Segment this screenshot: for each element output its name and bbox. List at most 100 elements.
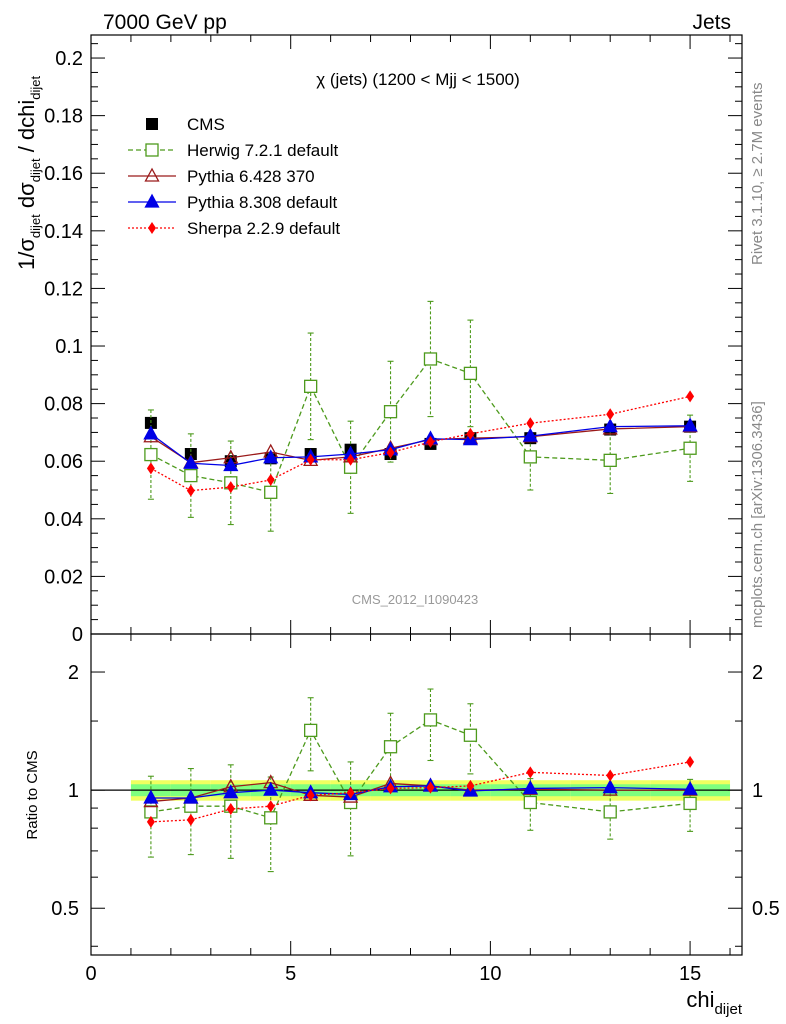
- data-point: [683, 796, 697, 811]
- data-point: [386, 446, 395, 459]
- data-point: [383, 740, 398, 754]
- series-line: [150, 719, 691, 819]
- data-point: [423, 352, 438, 366]
- ratio-panel: 0 5 10 15 0.5 0.5 1 1 2 2 Ratio to CMS chidijet: [24, 633, 780, 1018]
- series-sherpa-2-2-9-default: [146, 390, 695, 497]
- legend: CMS Herwig 7.2.1 default Pythia 6.428 370 P…: [128, 115, 340, 238]
- data-point: [682, 417, 698, 432]
- data-point: [144, 447, 158, 462]
- ratio-axis-ticks: 0 5 10 15 0.5 0.5 1 1 2 2: [51, 634, 780, 985]
- main-series: [143, 300, 698, 532]
- data-point: [226, 481, 235, 494]
- legend-label: Pythia 8.308 default: [187, 193, 338, 212]
- data-point: [306, 453, 315, 466]
- data-point: [602, 779, 618, 794]
- data-point: [602, 418, 618, 433]
- series-herwig-7-2-1-default: [144, 300, 697, 532]
- series-line: [150, 426, 691, 464]
- data-point: [346, 453, 355, 466]
- y-tick-label: 0.2: [55, 48, 83, 70]
- legend-label: CMS: [187, 115, 225, 134]
- x-axis-label: chidijet: [686, 987, 742, 1018]
- data-point: [184, 468, 198, 483]
- main-y-axis-label: 1/σdijet dσdijet / dchidijet: [14, 75, 43, 270]
- main-watermark: CMS_2012_I1090423: [352, 592, 479, 607]
- data-point: [183, 454, 199, 469]
- series-line: [150, 761, 691, 823]
- series-sherpa-2-2-9-default: [146, 755, 695, 828]
- data-point: [526, 766, 535, 779]
- side-label-rivet: Rivet 3.1.10, ≥ 2.7M events: [749, 83, 766, 266]
- ratio-series: [143, 688, 698, 873]
- ratio-y-axis-label: Ratio to CMS: [24, 750, 41, 839]
- ratio-tick-label: 0.5: [51, 898, 79, 920]
- data-point: [526, 417, 535, 430]
- legend-label: Pythia 6.428 370: [187, 167, 315, 186]
- data-point: [603, 453, 617, 467]
- y-tick-label: 0: [72, 624, 83, 646]
- data-point: [463, 728, 478, 742]
- ratio-tick-label: 1: [68, 780, 79, 802]
- y-tick-label: 0.06: [44, 451, 83, 473]
- y-tick-label: 0.1: [55, 336, 83, 358]
- legend-item: Pythia 8.308 default: [128, 193, 338, 212]
- legend-label: Herwig 7.2.1 default: [187, 141, 338, 160]
- data-point: [606, 408, 615, 421]
- data-point: [143, 425, 159, 440]
- data-point: [146, 815, 155, 828]
- data-point: [466, 427, 475, 440]
- data-point: [264, 811, 278, 825]
- data-point: [266, 800, 275, 813]
- data-point: [186, 813, 195, 826]
- data-point: [186, 484, 195, 497]
- legend-item: Pythia 6.428 370: [128, 167, 315, 186]
- ratio-frame: [90, 633, 743, 956]
- y-tick-label: 0.16: [44, 163, 83, 185]
- y-tick-label: 0.12: [44, 278, 83, 300]
- ratio-tick-label-right: 1: [752, 780, 763, 802]
- legend-item: CMS: [146, 115, 225, 134]
- data-point: [682, 780, 698, 795]
- ratio-tick-label-right: 0.5: [752, 898, 780, 920]
- data-point: [603, 805, 617, 819]
- series-herwig-7-2-1-default: [144, 688, 697, 873]
- main-axis-ticks: 0 0.02 0.04 0.06 0.08 0.1 0.12 0.14 0.16 0.18 0.2: [44, 35, 742, 646]
- data-point: [686, 755, 695, 768]
- y-tick-label: 0.02: [44, 566, 83, 588]
- series-line: [150, 425, 691, 467]
- legend-marker: [146, 118, 158, 130]
- legend-item: Herwig 7.2.1 default: [128, 141, 338, 160]
- data-point: [304, 723, 318, 738]
- legend-item: Sherpa 2.2.9 default: [128, 219, 340, 238]
- data-point: [606, 769, 615, 782]
- x-tick-label: 0: [85, 963, 96, 985]
- data-point: [426, 781, 435, 794]
- legend-marker: [148, 222, 156, 234]
- data-point: [146, 462, 155, 475]
- data-point: [686, 390, 695, 403]
- legend-marker: [144, 193, 160, 208]
- ratio-tick-label: 2: [68, 662, 79, 684]
- ratio-tick-label-right: 2: [752, 662, 763, 684]
- legend-marker: [145, 143, 159, 157]
- data-point: [426, 435, 435, 448]
- data-point: [304, 379, 318, 393]
- data-point: [466, 779, 475, 792]
- data-point: [346, 786, 355, 799]
- y-tick-label: 0.04: [44, 509, 83, 531]
- main-panel: 00.020.040.060.080.10.120.140.160.180.2 …: [14, 34, 743, 646]
- header-process-label: Jets: [692, 11, 731, 34]
- side-label-mcplots: mcplots.cern.ch [arXiv:1306.3436]: [749, 401, 766, 628]
- legend-label: Sherpa 2.2.9 default: [187, 219, 340, 238]
- data-point: [183, 789, 199, 804]
- legend-marker: [144, 167, 160, 182]
- data-point: [226, 803, 235, 816]
- data-point: [264, 485, 278, 499]
- data-point: [463, 366, 478, 381]
- data-point: [306, 789, 315, 802]
- data-point: [383, 405, 398, 419]
- y-tick-label: 0.08: [44, 394, 83, 416]
- y-tick-label: 0.14: [44, 221, 83, 243]
- header-energy-label: 7000 GeV pp: [103, 11, 227, 34]
